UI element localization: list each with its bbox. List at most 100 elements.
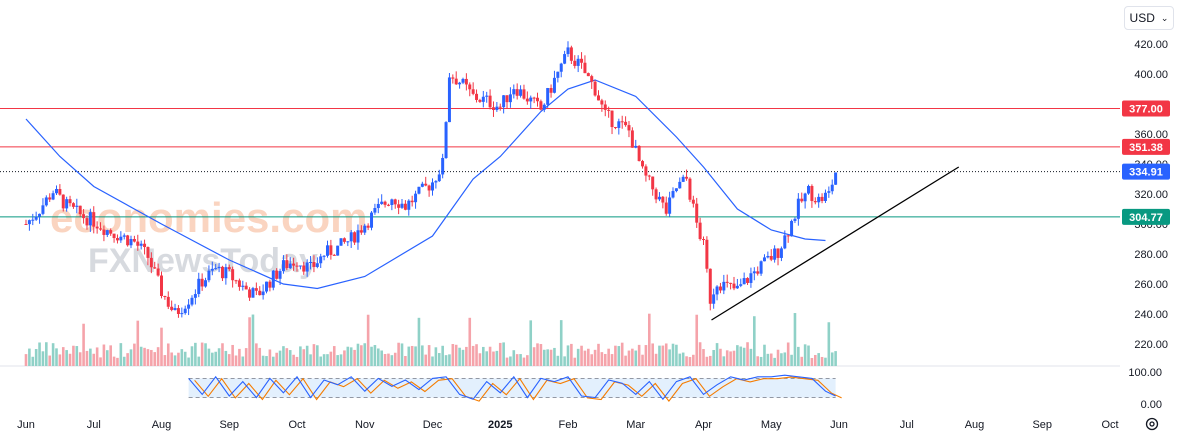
candle-body bbox=[817, 196, 821, 203]
time-axis[interactable]: Jun Jul Aug Sep Oct Nov Dec 2025 Feb Mar Apr May Jun… bbox=[17, 419, 1118, 431]
candle-body bbox=[373, 208, 377, 213]
volume-bar bbox=[532, 347, 536, 366]
volume-bar bbox=[580, 345, 583, 366]
price-axis[interactable]: 220.00240.00260.00280.00300.00320.00340.… bbox=[1134, 39, 1168, 351]
candle-body bbox=[139, 243, 143, 246]
candle-body bbox=[332, 254, 336, 256]
candle-body bbox=[356, 230, 360, 243]
level-label-351.38: 351.38 bbox=[1129, 142, 1163, 154]
volume-bar bbox=[549, 349, 553, 366]
candle-body bbox=[495, 106, 499, 111]
candle-body bbox=[725, 281, 729, 283]
candle-body bbox=[813, 201, 817, 203]
price-tick-label: 400.00 bbox=[1134, 69, 1168, 81]
trendline[interactable] bbox=[711, 166, 960, 321]
volume-bar bbox=[529, 320, 533, 366]
candle-body bbox=[410, 200, 414, 203]
time-tick-label: Oct bbox=[1101, 419, 1118, 431]
candle-body bbox=[85, 218, 89, 226]
candle-body bbox=[51, 193, 55, 200]
candle-body bbox=[325, 245, 329, 256]
volume-bar bbox=[556, 355, 560, 366]
level-label-bg bbox=[1122, 208, 1170, 225]
volume-bar bbox=[780, 353, 783, 366]
volume-bar bbox=[827, 322, 831, 366]
candle-body bbox=[383, 201, 387, 205]
candle-body bbox=[454, 78, 458, 85]
currency-label: USD bbox=[1129, 11, 1155, 25]
candle-body bbox=[254, 288, 258, 291]
candle-body bbox=[437, 174, 441, 182]
candle-body bbox=[329, 245, 333, 255]
candle-body bbox=[281, 260, 285, 272]
gear-icon[interactable] bbox=[1143, 415, 1161, 433]
candle-body bbox=[674, 188, 678, 192]
volume-bar bbox=[349, 347, 353, 366]
volume-bar bbox=[681, 352, 685, 366]
candle-body bbox=[471, 89, 475, 94]
volume-bar bbox=[708, 355, 712, 366]
level-label-304.77: 304.77 bbox=[1129, 212, 1163, 224]
volume-bar bbox=[468, 317, 472, 366]
time-tick-label: Jun bbox=[17, 419, 35, 431]
volume-bar bbox=[719, 348, 722, 366]
candle-body bbox=[342, 238, 346, 242]
candle-body bbox=[109, 230, 113, 234]
volume-bar bbox=[610, 354, 614, 366]
candle-body bbox=[431, 182, 434, 191]
candle-body bbox=[173, 308, 177, 310]
volume-bar bbox=[603, 353, 607, 366]
candle-body bbox=[197, 278, 201, 295]
candle-body bbox=[481, 96, 485, 102]
candle-body bbox=[292, 263, 296, 266]
currency-selector[interactable]: USD ⌄ bbox=[1124, 6, 1174, 30]
volume-bar bbox=[637, 344, 641, 366]
candle-body bbox=[830, 184, 834, 192]
candle-body bbox=[88, 212, 92, 226]
volume-bar bbox=[214, 351, 217, 366]
volume-bar bbox=[820, 356, 824, 366]
volume-bar bbox=[786, 342, 790, 366]
candle-body bbox=[61, 194, 65, 209]
volume-bar bbox=[373, 345, 377, 366]
candle-body bbox=[796, 198, 800, 219]
candle-body bbox=[519, 89, 523, 96]
candle-body bbox=[491, 107, 495, 111]
volume-bar bbox=[194, 342, 197, 366]
candle-body bbox=[58, 188, 62, 195]
time-tick-label: Oct bbox=[288, 419, 305, 431]
candle-body bbox=[549, 88, 553, 93]
candle-body bbox=[268, 281, 272, 288]
price-tick-label: 240.00 bbox=[1134, 309, 1168, 321]
volume-bar bbox=[153, 352, 157, 366]
volume-bar bbox=[268, 349, 272, 366]
candle-body bbox=[132, 238, 136, 242]
volume-bar bbox=[526, 355, 529, 366]
candle-body bbox=[366, 225, 370, 228]
volume-bar bbox=[634, 350, 638, 366]
volume-bar bbox=[173, 355, 177, 366]
candle-body bbox=[190, 297, 194, 305]
candle-body bbox=[92, 212, 96, 227]
time-tick-label: Mar bbox=[626, 419, 645, 431]
level-labels: 377.00 351.38 334.91 304.77 bbox=[1122, 100, 1170, 225]
volume-bar bbox=[675, 344, 678, 366]
candle-body bbox=[75, 205, 79, 207]
horizontal-levels[interactable] bbox=[0, 108, 1120, 218]
candle-body bbox=[810, 185, 814, 202]
volume-bar bbox=[471, 345, 475, 366]
volume-bar bbox=[122, 356, 126, 366]
candle-body bbox=[237, 280, 241, 287]
volume-bar bbox=[753, 316, 756, 366]
candle-body bbox=[671, 191, 675, 198]
level-label-bg bbox=[1122, 100, 1170, 117]
candle-body bbox=[315, 263, 319, 267]
candle-body bbox=[573, 60, 577, 66]
volume-bar bbox=[583, 350, 587, 366]
volume-bar bbox=[366, 314, 370, 366]
volume-bar bbox=[251, 314, 255, 366]
volume-bar bbox=[377, 348, 380, 366]
volume-bar bbox=[593, 349, 597, 366]
